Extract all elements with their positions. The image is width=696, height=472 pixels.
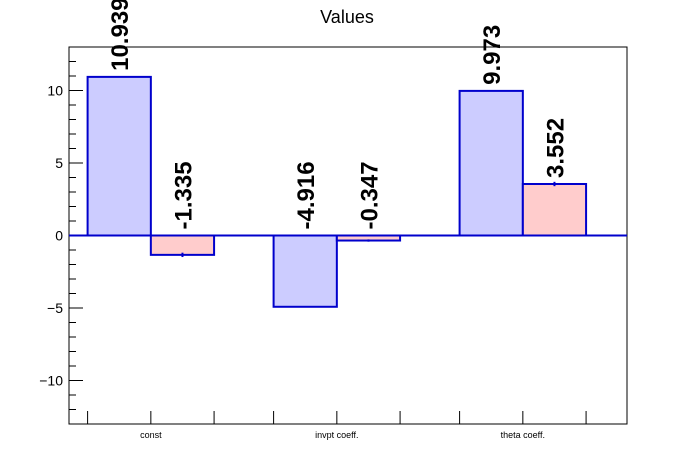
data-label: 9.973	[479, 25, 506, 85]
error-bars-group	[181, 181, 556, 258]
data-label: 3.552	[542, 118, 569, 178]
data-label: -4.916	[293, 161, 320, 229]
bar	[458, 89, 524, 237]
bar	[272, 234, 338, 308]
bar	[149, 234, 216, 256]
bars-group	[86, 75, 588, 308]
data-label: 10.939	[107, 0, 134, 71]
data-label: -1.335	[170, 161, 197, 229]
y-tick-label: 0	[55, 228, 63, 244]
y-axis: −10 −5 0 5 10	[39, 46, 83, 425]
bar	[521, 182, 588, 237]
y-tick-label: 5	[55, 155, 63, 171]
data-labels-group: 10.939 -4.916 9.973 -1.335 -0.347 3.552	[107, 0, 569, 230]
category-label: const	[140, 430, 162, 440]
y-tick-label: −5	[47, 300, 63, 316]
data-label: -0.347	[356, 161, 383, 229]
category-label: theta coeff.	[501, 430, 545, 440]
y-tick-label: 10	[47, 83, 63, 99]
category-label: invpt coeff.	[315, 430, 358, 440]
bar	[86, 75, 152, 237]
y-tick-label: −10	[39, 373, 63, 389]
chart-title: Values	[320, 7, 374, 27]
x-axis: const invpt coeff. theta coeff.	[87, 411, 587, 440]
